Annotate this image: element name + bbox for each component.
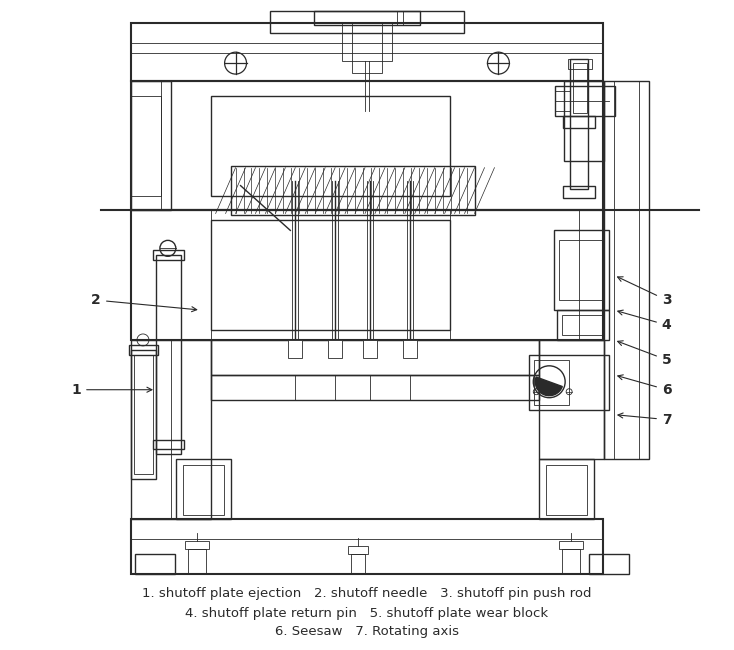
Bar — [614, 81, 639, 460]
Text: 4: 4 — [618, 310, 672, 332]
Bar — [131, 96, 161, 196]
Bar — [563, 186, 595, 198]
Bar — [288, 340, 302, 358]
Bar — [211, 340, 539, 375]
Bar — [131, 23, 603, 81]
Text: 1: 1 — [71, 383, 152, 396]
Bar — [351, 554, 365, 574]
Bar — [230, 166, 475, 215]
Bar — [570, 59, 588, 188]
Bar — [188, 549, 206, 574]
Bar — [573, 63, 587, 113]
Bar — [554, 230, 609, 310]
Bar — [563, 116, 595, 128]
Bar — [131, 81, 603, 211]
Bar — [131, 350, 156, 479]
Bar — [562, 315, 604, 335]
Bar — [342, 23, 392, 61]
Bar — [529, 355, 609, 410]
Text: 5: 5 — [618, 341, 672, 367]
Bar — [546, 465, 587, 515]
Bar — [176, 460, 230, 519]
Bar — [156, 255, 181, 454]
Text: 3: 3 — [617, 277, 672, 307]
Bar — [211, 375, 539, 400]
Bar — [604, 81, 649, 460]
Bar — [328, 340, 342, 358]
Bar — [534, 360, 569, 405]
Bar — [589, 554, 629, 574]
Bar — [352, 23, 382, 73]
Bar — [559, 240, 604, 300]
Bar — [131, 519, 603, 574]
Bar — [348, 546, 368, 554]
Bar — [562, 549, 580, 574]
Bar — [314, 11, 420, 25]
Bar — [539, 340, 604, 460]
Bar — [185, 541, 208, 549]
Bar — [539, 460, 594, 519]
Text: 1. shutoff plate ejection   2. shutoff needle   3. shutoff pin push rod: 1. shutoff plate ejection 2. shutoff nee… — [142, 588, 592, 601]
Bar — [131, 81, 171, 211]
Bar — [131, 211, 603, 340]
Bar — [403, 340, 417, 358]
Bar — [183, 465, 224, 515]
Bar — [555, 86, 615, 116]
Bar — [134, 355, 153, 474]
Wedge shape — [535, 377, 562, 396]
Bar — [211, 96, 450, 196]
Bar — [135, 554, 175, 574]
Text: 6: 6 — [618, 375, 672, 396]
Bar — [564, 81, 604, 161]
Text: 2: 2 — [91, 293, 197, 312]
Text: 6. Seesaw   7. Rotating axis: 6. Seesaw 7. Rotating axis — [275, 625, 459, 638]
Bar — [559, 541, 583, 549]
Bar — [153, 250, 184, 260]
Bar — [131, 340, 211, 519]
Bar — [363, 340, 377, 358]
Bar — [555, 91, 570, 111]
Bar — [129, 345, 158, 355]
Bar — [270, 11, 464, 33]
Bar — [397, 11, 403, 25]
Bar — [131, 340, 171, 519]
Text: 7: 7 — [618, 413, 672, 426]
Bar — [568, 59, 592, 69]
Bar — [153, 439, 184, 449]
Text: 4. shutoff plate return pin   5. shutoff plate wear block: 4. shutoff plate return pin 5. shutoff p… — [186, 607, 548, 620]
Bar — [211, 220, 450, 330]
Bar — [557, 310, 609, 340]
